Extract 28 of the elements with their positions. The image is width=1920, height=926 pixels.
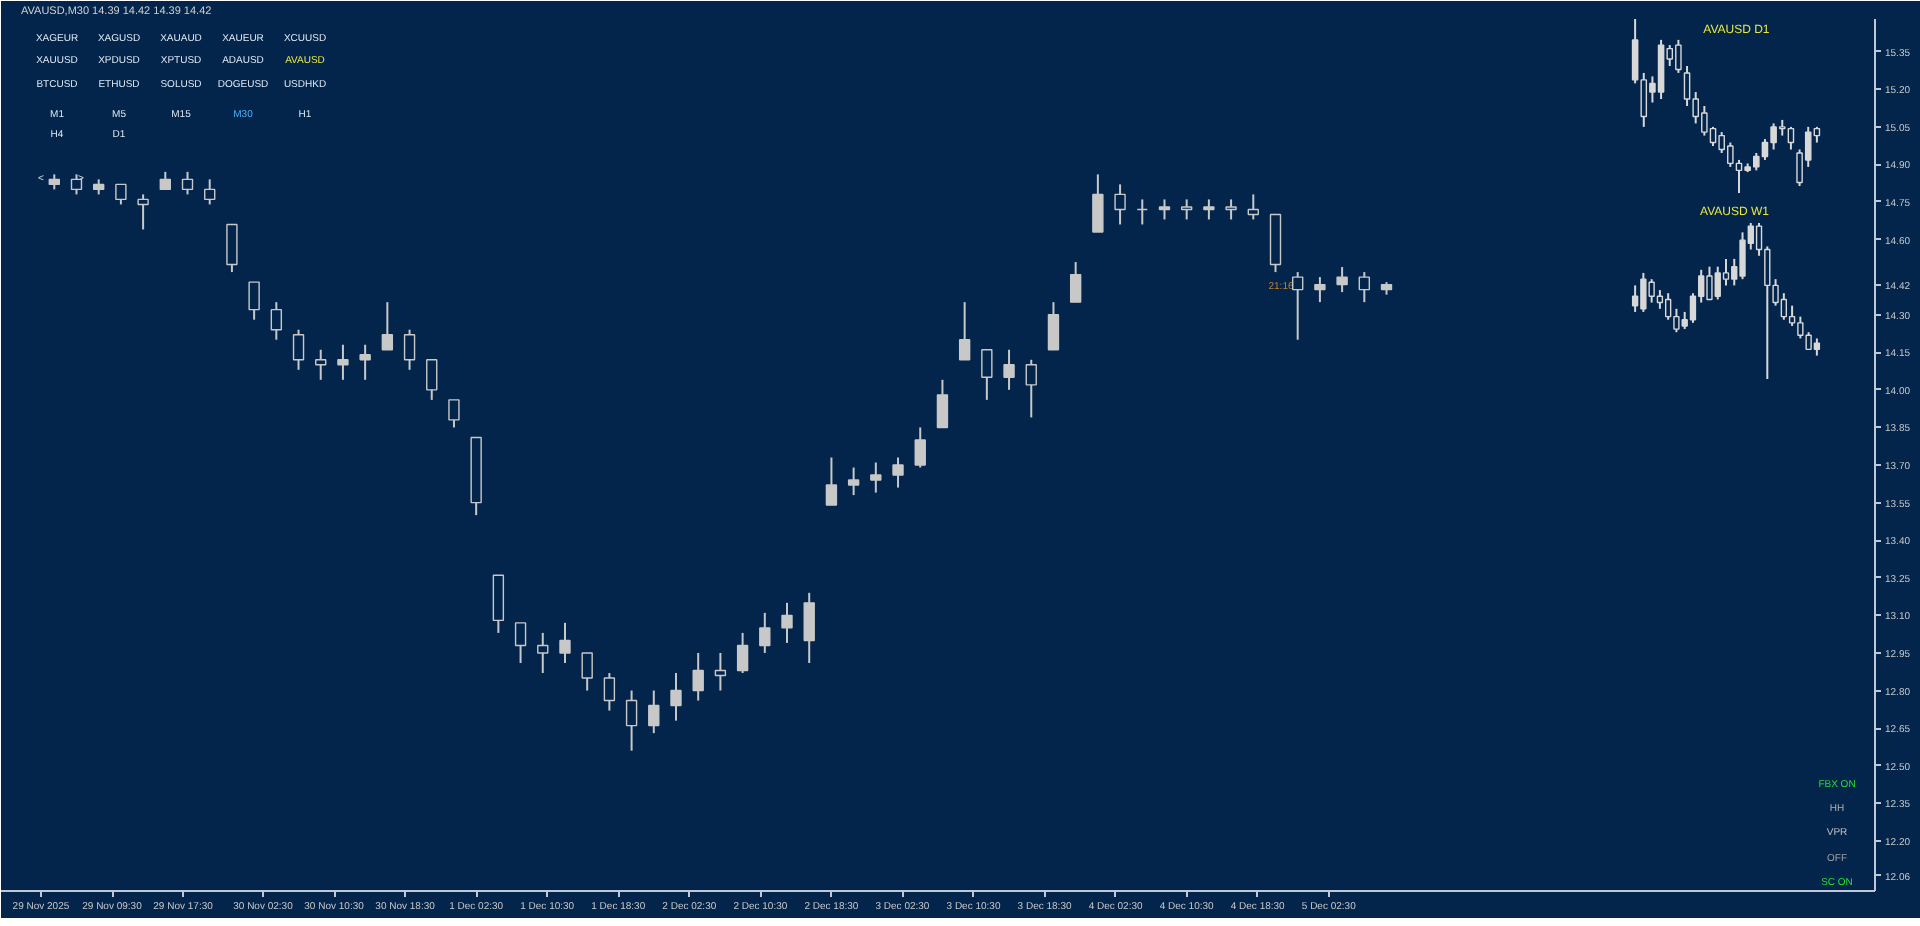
candlestick [803,591,815,664]
candlestick [1648,278,1655,304]
candlestick [1225,198,1237,221]
candlestick [625,689,638,752]
candlestick [692,651,704,702]
candlestick [559,621,571,664]
candlestick [670,672,682,722]
candlestick [1158,198,1171,221]
candlestick [537,631,549,674]
candlestick [137,193,149,231]
candlestick [648,689,660,735]
candlestick [1180,198,1193,221]
candlestick [337,343,349,381]
candlestick [1336,266,1348,294]
candlestick [714,651,727,692]
candlestick [1631,284,1639,313]
candlestick [1136,198,1148,226]
candlestick [359,343,371,381]
candlestick [315,348,327,381]
candlestick [1114,183,1126,226]
candlestick [1780,292,1788,321]
candlestick [759,611,771,654]
candlestick [1203,198,1215,221]
candlestick [1314,276,1326,304]
candlestick [1656,289,1664,310]
candlestick [781,601,793,644]
candlestick [1003,348,1015,391]
candlestick [270,301,283,341]
